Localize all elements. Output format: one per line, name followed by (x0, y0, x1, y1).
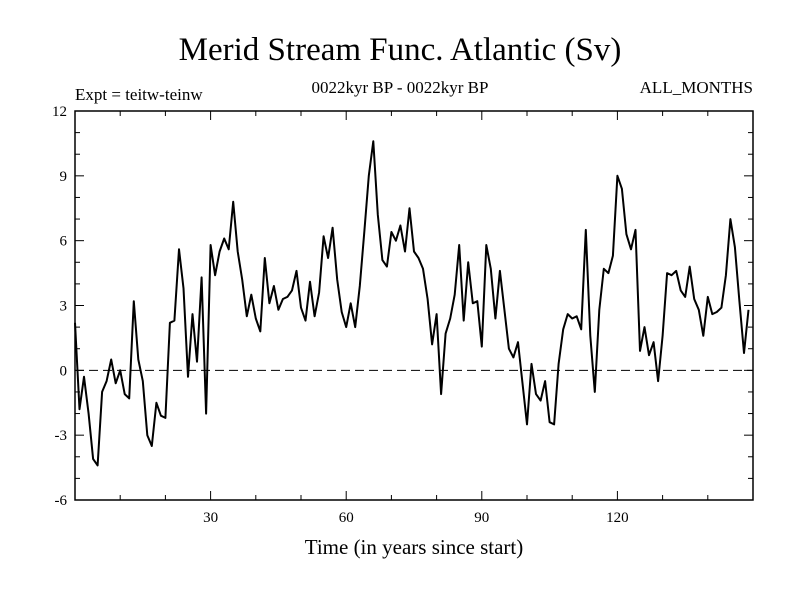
plot-frame (74, 110, 754, 501)
tick-labels: -6 -3 0 3 6 9 12 30 60 90 120 (52, 104, 629, 526)
x-tick-label: 30 (203, 510, 218, 526)
axis-ticks (75, 110, 753, 501)
x-axis-label: Time (in years since start) (305, 535, 524, 559)
y-tick-label: -6 (55, 493, 68, 509)
y-tick-label: 12 (52, 104, 67, 120)
y-tick-label: 6 (60, 234, 68, 250)
y-tick-label: -3 (55, 428, 68, 444)
x-tick-label: 90 (474, 510, 489, 526)
chart-title: Merid Stream Func. Atlantic (Sv) (178, 32, 622, 68)
experiment-label: Expt = teitw-teinw (75, 85, 203, 104)
y-tick-label: 9 (60, 169, 68, 185)
x-tick-label: 120 (606, 510, 629, 526)
period-label: 0022kyr BP - 0022kyr BP (311, 78, 489, 97)
series-line (74, 140, 750, 467)
y-tick-label: 3 (60, 299, 68, 315)
x-tick-label: 60 (339, 510, 354, 526)
months-label: ALL_MONTHS (639, 78, 753, 97)
y-tick-label: 0 (60, 363, 68, 379)
